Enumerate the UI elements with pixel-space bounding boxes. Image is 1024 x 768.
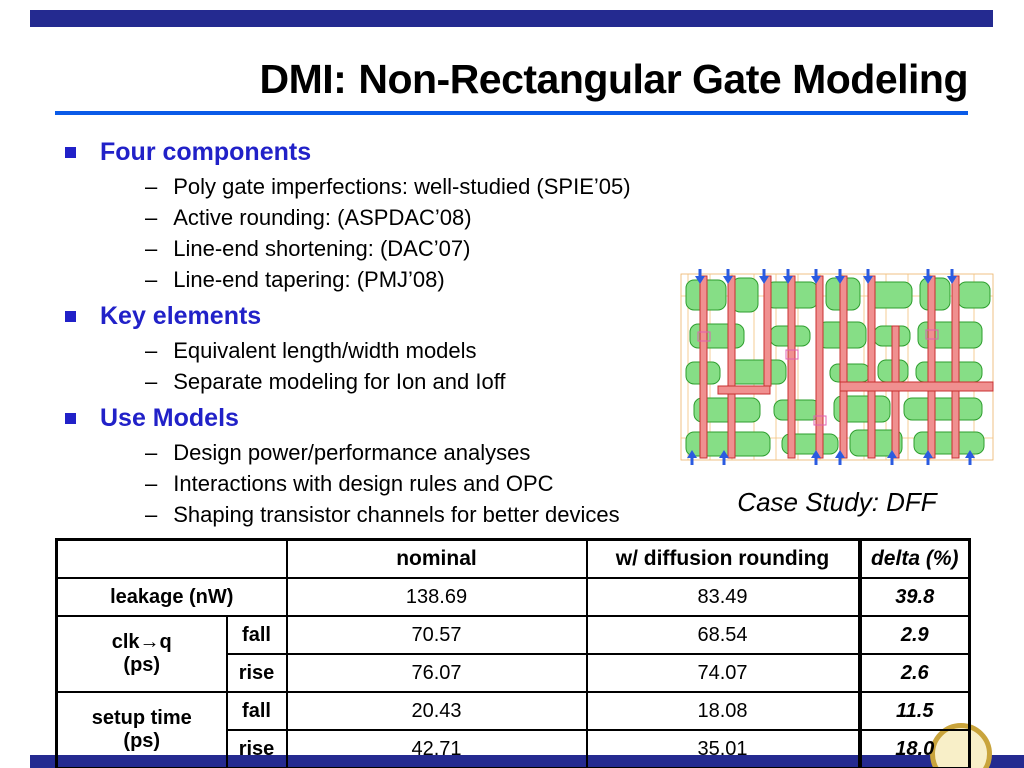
- bullet-item: – Interactions with design rules and OPC: [145, 468, 703, 499]
- header-delta: delta (%): [857, 538, 971, 579]
- dash-marker: –: [145, 440, 158, 465]
- title-main: Non-Rectangular Gate Modeling: [358, 56, 968, 102]
- table-row-leakage: leakage (nW) 138.69 83.49 39.8: [55, 577, 971, 617]
- bullet-group-key-elements: Key elements – Equivalent length/width mo…: [55, 302, 703, 397]
- sublabel-clkq-rise: rise: [225, 653, 288, 693]
- setup-unit: (ps): [123, 730, 161, 752]
- cell-clkq-fall-delta: 2.9: [857, 615, 971, 655]
- dff-layout-figure: [678, 266, 996, 468]
- dash-marker: –: [145, 502, 158, 527]
- table-row-clkq-fall: clk→q (ps) fall 70.57 68.54 2.9: [55, 615, 971, 693]
- results-table: nominal w/ diffusion rounding delta (%) …: [55, 538, 971, 768]
- bullet-item: – Design power/performance analyses: [145, 437, 703, 468]
- clkq-label: clk→q: [111, 631, 172, 653]
- bullet-heading-label: Four components: [100, 138, 312, 166]
- bullet-group-four-components: Four components – Poly gate imperfections…: [55, 138, 703, 295]
- table-row-setup-fall: setup time (ps) fall 20.43 18.08 11.5: [55, 691, 971, 768]
- cell-leakage-rounding: 83.49: [585, 577, 861, 617]
- cell-clkq-rise-delta: 2.6: [857, 653, 971, 693]
- header-nominal: nominal: [285, 538, 588, 579]
- bullet-item-text: Design power/performance analyses: [173, 440, 531, 465]
- bullet-item-text: Shaping transistor channels for better d…: [173, 502, 620, 527]
- bullet-item: – Poly gate imperfections: well-studied (…: [145, 171, 703, 202]
- bullet-item: – Line-end shortening: (DAC’07): [145, 233, 703, 264]
- bullet-heading: Use Models: [65, 404, 703, 433]
- table-row-setup-rise: rise 42.71 35.01 18.0: [57, 729, 971, 768]
- bullet-group-use-models: Use Models – Design power/performance ana…: [55, 404, 703, 530]
- title-underline: [55, 111, 968, 115]
- bullet-square-icon: [65, 311, 76, 322]
- cell-setup-rise-rounding: 35.01: [585, 729, 861, 768]
- dff-layout-image: [680, 269, 994, 465]
- bullet-item-text: Separate modeling for Ion and Ioff: [173, 369, 506, 394]
- cell-setup-fall-nominal: 20.43: [285, 691, 588, 731]
- bullet-item: – Active rounding: (ASPDAC’08): [145, 202, 703, 233]
- bullet-item: – Line-end tapering: (PMJ’08): [145, 264, 703, 295]
- bullet-item-text: Line-end tapering: (PMJ’08): [173, 267, 445, 292]
- bullet-item: – Separate modeling for Ion and Ioff: [145, 366, 703, 397]
- dash-marker: –: [145, 236, 158, 261]
- row-label-setup-time: setup time (ps): [55, 691, 228, 768]
- setup-label: setup time: [91, 707, 192, 729]
- sublabel-setup-rise: rise: [225, 729, 288, 768]
- table-row-clkq-rise: rise 76.07 74.07 2.6: [57, 653, 971, 693]
- figure-caption: Case Study: DFF: [737, 487, 937, 517]
- cell-clkq-rise-rounding: 74.07: [585, 653, 861, 693]
- clkq-unit: (ps): [123, 654, 161, 676]
- bullet-item-text: Line-end shortening: (DAC’07): [173, 236, 471, 261]
- cell-setup-fall-rounding: 18.08: [585, 691, 861, 731]
- table-header-row: nominal w/ diffusion rounding delta (%): [55, 538, 971, 579]
- cell-setup-rise-delta: 18.0: [857, 729, 971, 768]
- bullet-item-text: Active rounding: (ASPDAC’08): [173, 205, 472, 230]
- cell-clkq-fall-rounding: 68.54: [585, 615, 861, 655]
- bullet-heading-label: Key elements: [100, 302, 262, 330]
- sublabel-setup-fall: fall: [225, 691, 288, 731]
- bullet-square-icon: [65, 147, 76, 158]
- cell-leakage-nominal: 138.69: [285, 577, 588, 617]
- dash-marker: –: [145, 338, 158, 363]
- cell-setup-fall-delta: 11.5: [857, 691, 971, 731]
- dash-marker: –: [145, 471, 158, 496]
- bullet-heading: Key elements: [65, 302, 703, 331]
- dash-marker: –: [145, 267, 158, 292]
- dash-marker: –: [145, 205, 158, 230]
- bullet-item-text: Equivalent length/width models: [173, 338, 477, 363]
- header-diffusion-rounding: w/ diffusion rounding: [585, 538, 861, 579]
- page-title: DMI: Non-Rectangular Gate Modeling: [55, 56, 969, 103]
- bullet-item-text: Interactions with design rules and OPC: [173, 471, 554, 496]
- dash-marker: –: [145, 174, 158, 199]
- cell-setup-rise-nominal: 42.71: [285, 729, 588, 768]
- sublabel-clkq-fall: fall: [225, 615, 288, 655]
- row-label-leakage: leakage (nW): [55, 577, 288, 617]
- cell-clkq-fall-nominal: 70.57: [285, 615, 588, 655]
- cell-clkq-rise-nominal: 76.07: [285, 653, 588, 693]
- top-decor-bar: [30, 10, 993, 27]
- cell-leakage-delta: 39.8: [857, 577, 971, 617]
- bullet-item: – Shaping transistor channels for better …: [145, 499, 703, 530]
- bullet-heading-label: Use Models: [100, 404, 239, 432]
- bullet-square-icon: [65, 413, 76, 424]
- bullet-item-text: Poly gate imperfections: well-studied (S…: [173, 174, 631, 199]
- title-prefix: DMI:: [259, 56, 347, 102]
- dash-marker: –: [145, 369, 158, 394]
- bullet-item: – Equivalent length/width models: [145, 335, 703, 366]
- table-corner-cell: [55, 538, 288, 579]
- row-label-clkq: clk→q (ps): [55, 615, 228, 693]
- bullet-heading: Four components: [65, 138, 703, 167]
- bullet-list: Four components – Poly gate imperfections…: [55, 131, 703, 530]
